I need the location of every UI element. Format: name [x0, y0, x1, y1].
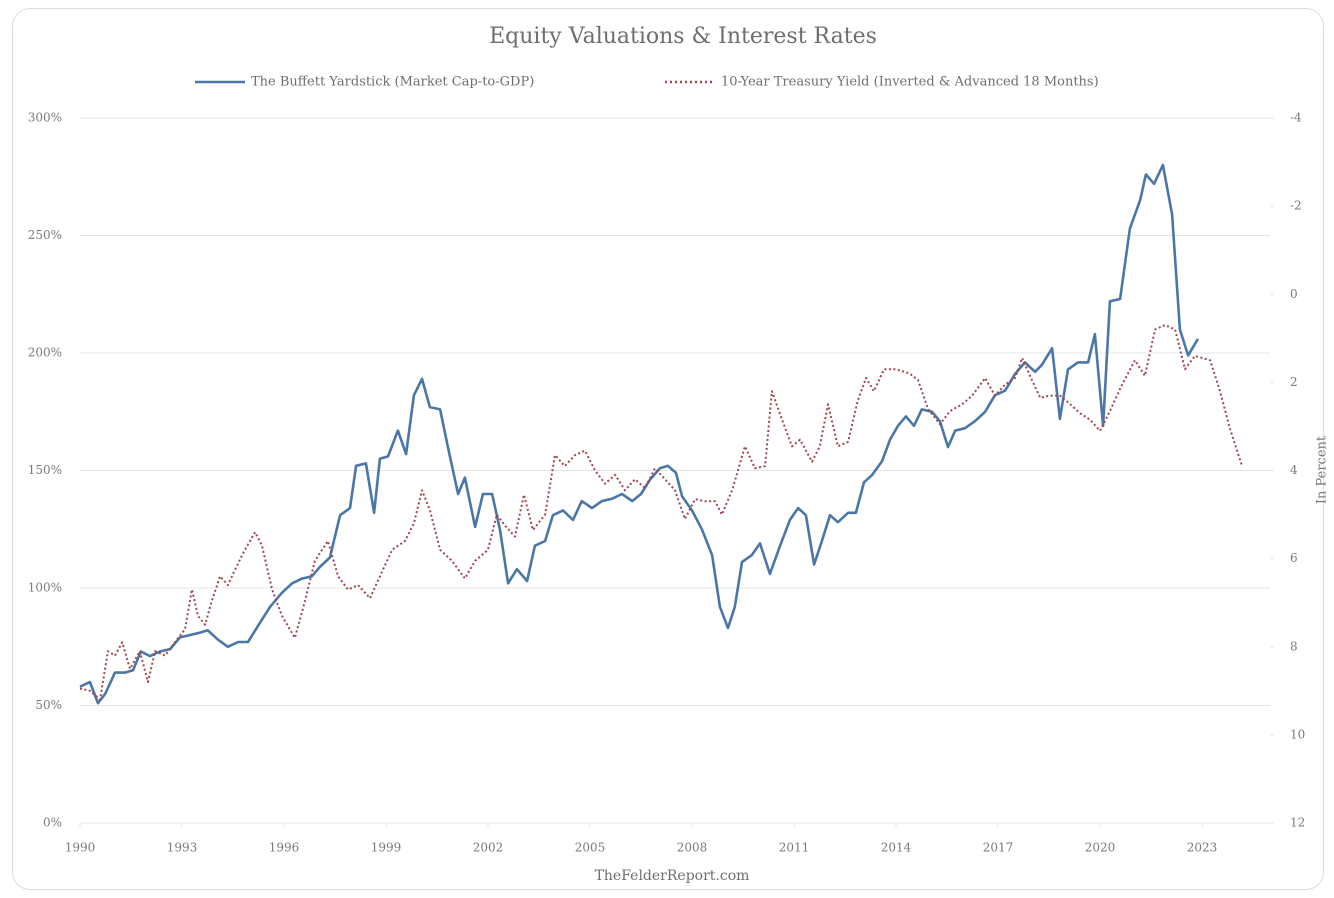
- source: TheFelderReport.com: [595, 868, 750, 884]
- y-tick-label: 100%: [28, 581, 62, 595]
- x-tick-label: 2020: [1085, 841, 1116, 855]
- chart-card: [12, 8, 1324, 890]
- y-tick-label: 0%: [43, 816, 62, 830]
- y-tick-label: 250%: [28, 228, 62, 242]
- x-tick-label: 2023: [1187, 841, 1218, 855]
- x-tick-label: 1999: [371, 841, 402, 855]
- x-tick-label: 1996: [269, 841, 300, 855]
- x-tick-label: 2011: [779, 841, 810, 855]
- y2-tick-label: 4: [1290, 463, 1298, 477]
- y2-tick-label: 0: [1290, 287, 1298, 301]
- y2-tick-label: 2: [1290, 375, 1298, 389]
- x-tick-label: 2005: [575, 841, 606, 855]
- x-tick-label: 1993: [167, 841, 198, 855]
- y2-tick-label: -4: [1290, 111, 1302, 125]
- y2-tick-label: 6: [1290, 551, 1298, 565]
- series-line: [79, 163, 1200, 705]
- y2-tick-label: 10: [1290, 727, 1305, 741]
- y-tick-label: 200%: [28, 346, 62, 360]
- y-tick-label: 50%: [35, 698, 62, 712]
- y2-tick-label: 12: [1290, 816, 1305, 830]
- x-tick-label: 2008: [677, 841, 708, 855]
- x-tick-label: 2017: [983, 841, 1014, 855]
- y-tick-label: 300%: [28, 111, 62, 125]
- x-tick-label: 2002: [473, 841, 504, 855]
- y2-tick-label: 8: [1290, 639, 1298, 653]
- x-tick-label: 1990: [65, 841, 96, 855]
- y2-axis-label: In Percent: [1315, 435, 1330, 504]
- x-tick-label: 2014: [881, 841, 912, 855]
- y-tick-label: 150%: [28, 463, 62, 477]
- chart-title: Equity Valuations & Interest Rates: [489, 24, 877, 49]
- legend-label: The Buffett Yardstick (Market Cap-to-GDP…: [251, 75, 534, 90]
- y2-tick-label: -2: [1290, 199, 1302, 213]
- legend-label: 10-Year Treasury Yield (Inverted & Advan…: [721, 75, 1099, 90]
- series-line: [79, 324, 1244, 701]
